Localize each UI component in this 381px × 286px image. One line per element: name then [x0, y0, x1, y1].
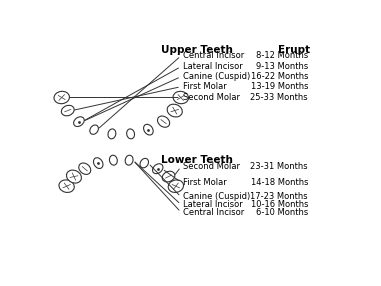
- Ellipse shape: [157, 116, 170, 127]
- Text: 25-33 Months: 25-33 Months: [250, 93, 308, 102]
- Ellipse shape: [93, 158, 103, 168]
- Text: 23-31 Months: 23-31 Months: [250, 162, 308, 171]
- Text: First Molar: First Molar: [183, 82, 227, 91]
- Ellipse shape: [140, 158, 149, 168]
- Ellipse shape: [67, 170, 82, 183]
- Ellipse shape: [79, 163, 91, 174]
- Ellipse shape: [54, 91, 69, 104]
- Text: 8-12 Months: 8-12 Months: [256, 51, 308, 60]
- Text: Central Incisor: Central Incisor: [183, 208, 245, 217]
- Ellipse shape: [144, 124, 153, 135]
- Text: Canine (Cuspid): Canine (Cuspid): [183, 72, 250, 81]
- Ellipse shape: [168, 180, 184, 192]
- Text: Central Incisor: Central Incisor: [183, 51, 245, 60]
- Text: Lateral Incisor: Lateral Incisor: [183, 62, 243, 71]
- Ellipse shape: [152, 164, 163, 174]
- Ellipse shape: [108, 129, 116, 139]
- Text: 14-18 Months: 14-18 Months: [251, 178, 308, 187]
- Text: 10-16 Months: 10-16 Months: [251, 200, 308, 209]
- Ellipse shape: [74, 117, 84, 126]
- Text: 9-13 Months: 9-13 Months: [256, 62, 308, 71]
- Ellipse shape: [126, 129, 134, 139]
- Text: Second Molar: Second Molar: [183, 93, 240, 102]
- Text: Erupt: Erupt: [278, 45, 310, 55]
- Text: Lateral Incisor: Lateral Incisor: [183, 200, 243, 209]
- Ellipse shape: [162, 171, 175, 182]
- Ellipse shape: [90, 125, 98, 134]
- Ellipse shape: [173, 91, 189, 104]
- Ellipse shape: [167, 104, 182, 117]
- Text: 6-10 Months: 6-10 Months: [256, 208, 308, 217]
- Text: Second Molar: Second Molar: [183, 162, 240, 171]
- Text: 17-23 Months: 17-23 Months: [250, 192, 308, 201]
- Text: 13-19 Months: 13-19 Months: [251, 82, 308, 91]
- Text: 16-22 Months: 16-22 Months: [251, 72, 308, 81]
- Text: Canine (Cuspid): Canine (Cuspid): [183, 192, 250, 201]
- Ellipse shape: [109, 155, 117, 165]
- Text: Lower Teeth: Lower Teeth: [161, 155, 233, 165]
- Text: Upper Teeth: Upper Teeth: [161, 45, 233, 55]
- Ellipse shape: [59, 180, 74, 192]
- Text: First Molar: First Molar: [183, 178, 227, 187]
- Ellipse shape: [125, 155, 133, 165]
- Ellipse shape: [61, 105, 74, 116]
